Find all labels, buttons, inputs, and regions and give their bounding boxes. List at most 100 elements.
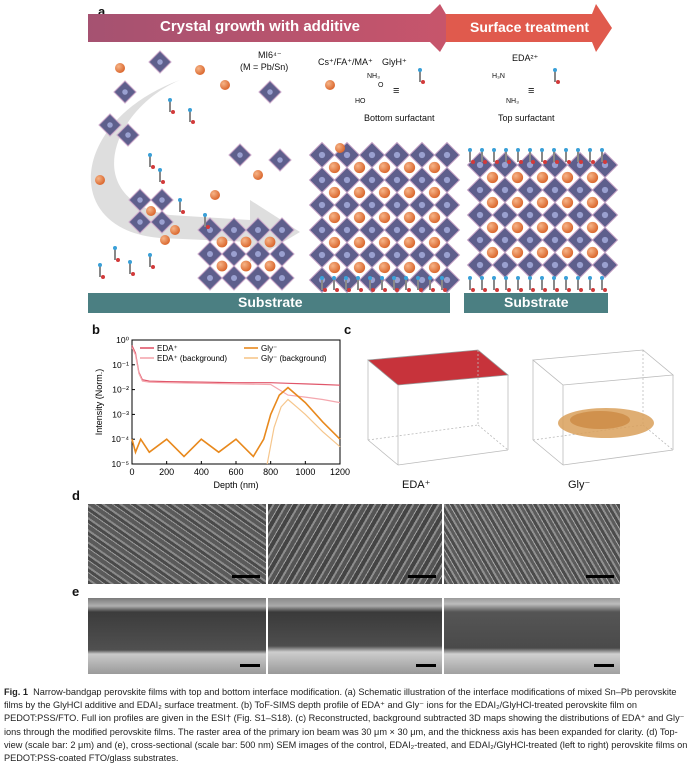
octahedron-center [122, 89, 128, 95]
cation-sphere [378, 211, 391, 224]
cation-sphere [240, 236, 252, 248]
cation-sphere [511, 246, 524, 259]
substrate-left-label: Substrate [238, 294, 303, 310]
cation-sphere [146, 206, 156, 216]
scale-bar-d1 [232, 575, 260, 578]
octahedron-center [418, 201, 426, 209]
cation-sphere [586, 171, 599, 184]
octahedron-center [443, 201, 451, 209]
series-line-1 [131, 347, 341, 404]
octahedron-center [501, 236, 509, 244]
arrow-left-label: Crystal growth with additive [160, 18, 361, 35]
octahedron-center [443, 151, 451, 159]
octahedron-center [318, 201, 326, 209]
scale-bar-d3 [586, 575, 614, 578]
octahedron-center [267, 89, 273, 95]
octahedron-center [231, 227, 237, 233]
octahedron-center [255, 227, 261, 233]
substrate-left-bar [88, 293, 450, 313]
nh3-label: NH₃ [367, 73, 380, 80]
cation-sphere [95, 175, 105, 185]
cation-sphere [403, 211, 416, 224]
cation-sphere [428, 211, 441, 224]
octahedron-center [343, 201, 351, 209]
gly-cube-label: Gly⁻ [568, 479, 591, 491]
cation-sphere [536, 196, 549, 209]
cation-sphere [325, 80, 335, 90]
legend-label: EDA⁺ [157, 344, 178, 353]
octahedron-center [418, 151, 426, 159]
cation-sphere [353, 236, 366, 249]
scale-bar-e1 [240, 664, 260, 667]
cation-sphere [115, 63, 125, 73]
octahedron-center [279, 227, 285, 233]
octahedron-center [318, 176, 326, 184]
octahedron-center [476, 161, 484, 169]
octahedron-center [159, 219, 165, 225]
octahedron-center [551, 261, 559, 269]
octahedron-center [343, 251, 351, 259]
cation-sphere [240, 260, 252, 272]
series-line-2 [131, 386, 341, 458]
cation-sphere [328, 186, 341, 199]
octahedron-center [601, 186, 609, 194]
octahedron-center [207, 275, 213, 281]
cation-sphere [486, 196, 499, 209]
ho-label: HO [355, 98, 366, 105]
caption-fig-label: Fig. 1 [4, 687, 28, 697]
cation-sphere [536, 246, 549, 259]
x-tick-label: 1000 [295, 467, 315, 477]
octahedron-center [576, 261, 584, 269]
x-tick-label: 0 [129, 467, 134, 477]
scale-bar-d2 [408, 575, 436, 578]
3d-maps [367, 349, 674, 466]
octahedron-center [343, 176, 351, 184]
octahedron-center [526, 261, 534, 269]
octahedron-center [551, 236, 559, 244]
cation-sphere [428, 161, 441, 174]
top-surfactant-label: Top surfactant [498, 113, 555, 123]
octahedron-center [279, 275, 285, 281]
octahedron-center [368, 176, 376, 184]
cation-sphere [561, 171, 574, 184]
octahedron-center [551, 211, 559, 219]
octahedron-center [159, 197, 165, 203]
y-tick-label: 10⁻³ [112, 409, 129, 419]
cation-sphere [378, 161, 391, 174]
cation-sphere [328, 161, 341, 174]
octahedron-center [368, 251, 376, 259]
octahedron-center [207, 251, 213, 257]
octahedron-center [501, 161, 509, 169]
growth-curve-arrow [90, 80, 301, 262]
glyh-label: GlyH⁺ [382, 57, 407, 67]
cation-sphere [328, 261, 341, 274]
octahedron-center [107, 122, 113, 128]
octahedron-center [418, 276, 426, 284]
octahedron-center [601, 161, 609, 169]
ml6-label: MI6⁴⁻ [258, 50, 282, 60]
cation-sphere [561, 246, 574, 259]
cation-sphere [160, 235, 170, 245]
caption-text: Narrow-bandgap perovskite films with top… [4, 687, 688, 764]
octahedron-center [501, 186, 509, 194]
octahedron-center [418, 251, 426, 259]
y-tick-label: 10⁻⁵ [112, 459, 129, 469]
x-tick-label: 600 [228, 467, 243, 477]
y-axis-label: Intensity (Norm.) [94, 369, 104, 436]
cation-sphere [353, 161, 366, 174]
depth-profile-chart: 0 200 400 600 800 1000 1200 10⁰ 10⁻¹ 10⁻² 10⁻³ 10⁻⁴… [94, 335, 350, 490]
octahedron-center [576, 186, 584, 194]
cation-sphere [428, 186, 441, 199]
x-tick-label: 200 [159, 467, 174, 477]
octahedron-center [418, 226, 426, 234]
ml6-sub-label: (M = Pb/Sn) [240, 62, 289, 72]
cation-sphere [328, 211, 341, 224]
x-tick-label: 800 [263, 467, 278, 477]
cation-sphere [511, 196, 524, 209]
octahedron-center [343, 226, 351, 234]
nh3b-label: NH₃ [506, 98, 519, 105]
octahedron-center [125, 132, 131, 138]
cation-sphere [353, 186, 366, 199]
cation-label: Cs⁺/FA⁺/MA⁺ [318, 57, 373, 67]
octahedron-center [443, 276, 451, 284]
